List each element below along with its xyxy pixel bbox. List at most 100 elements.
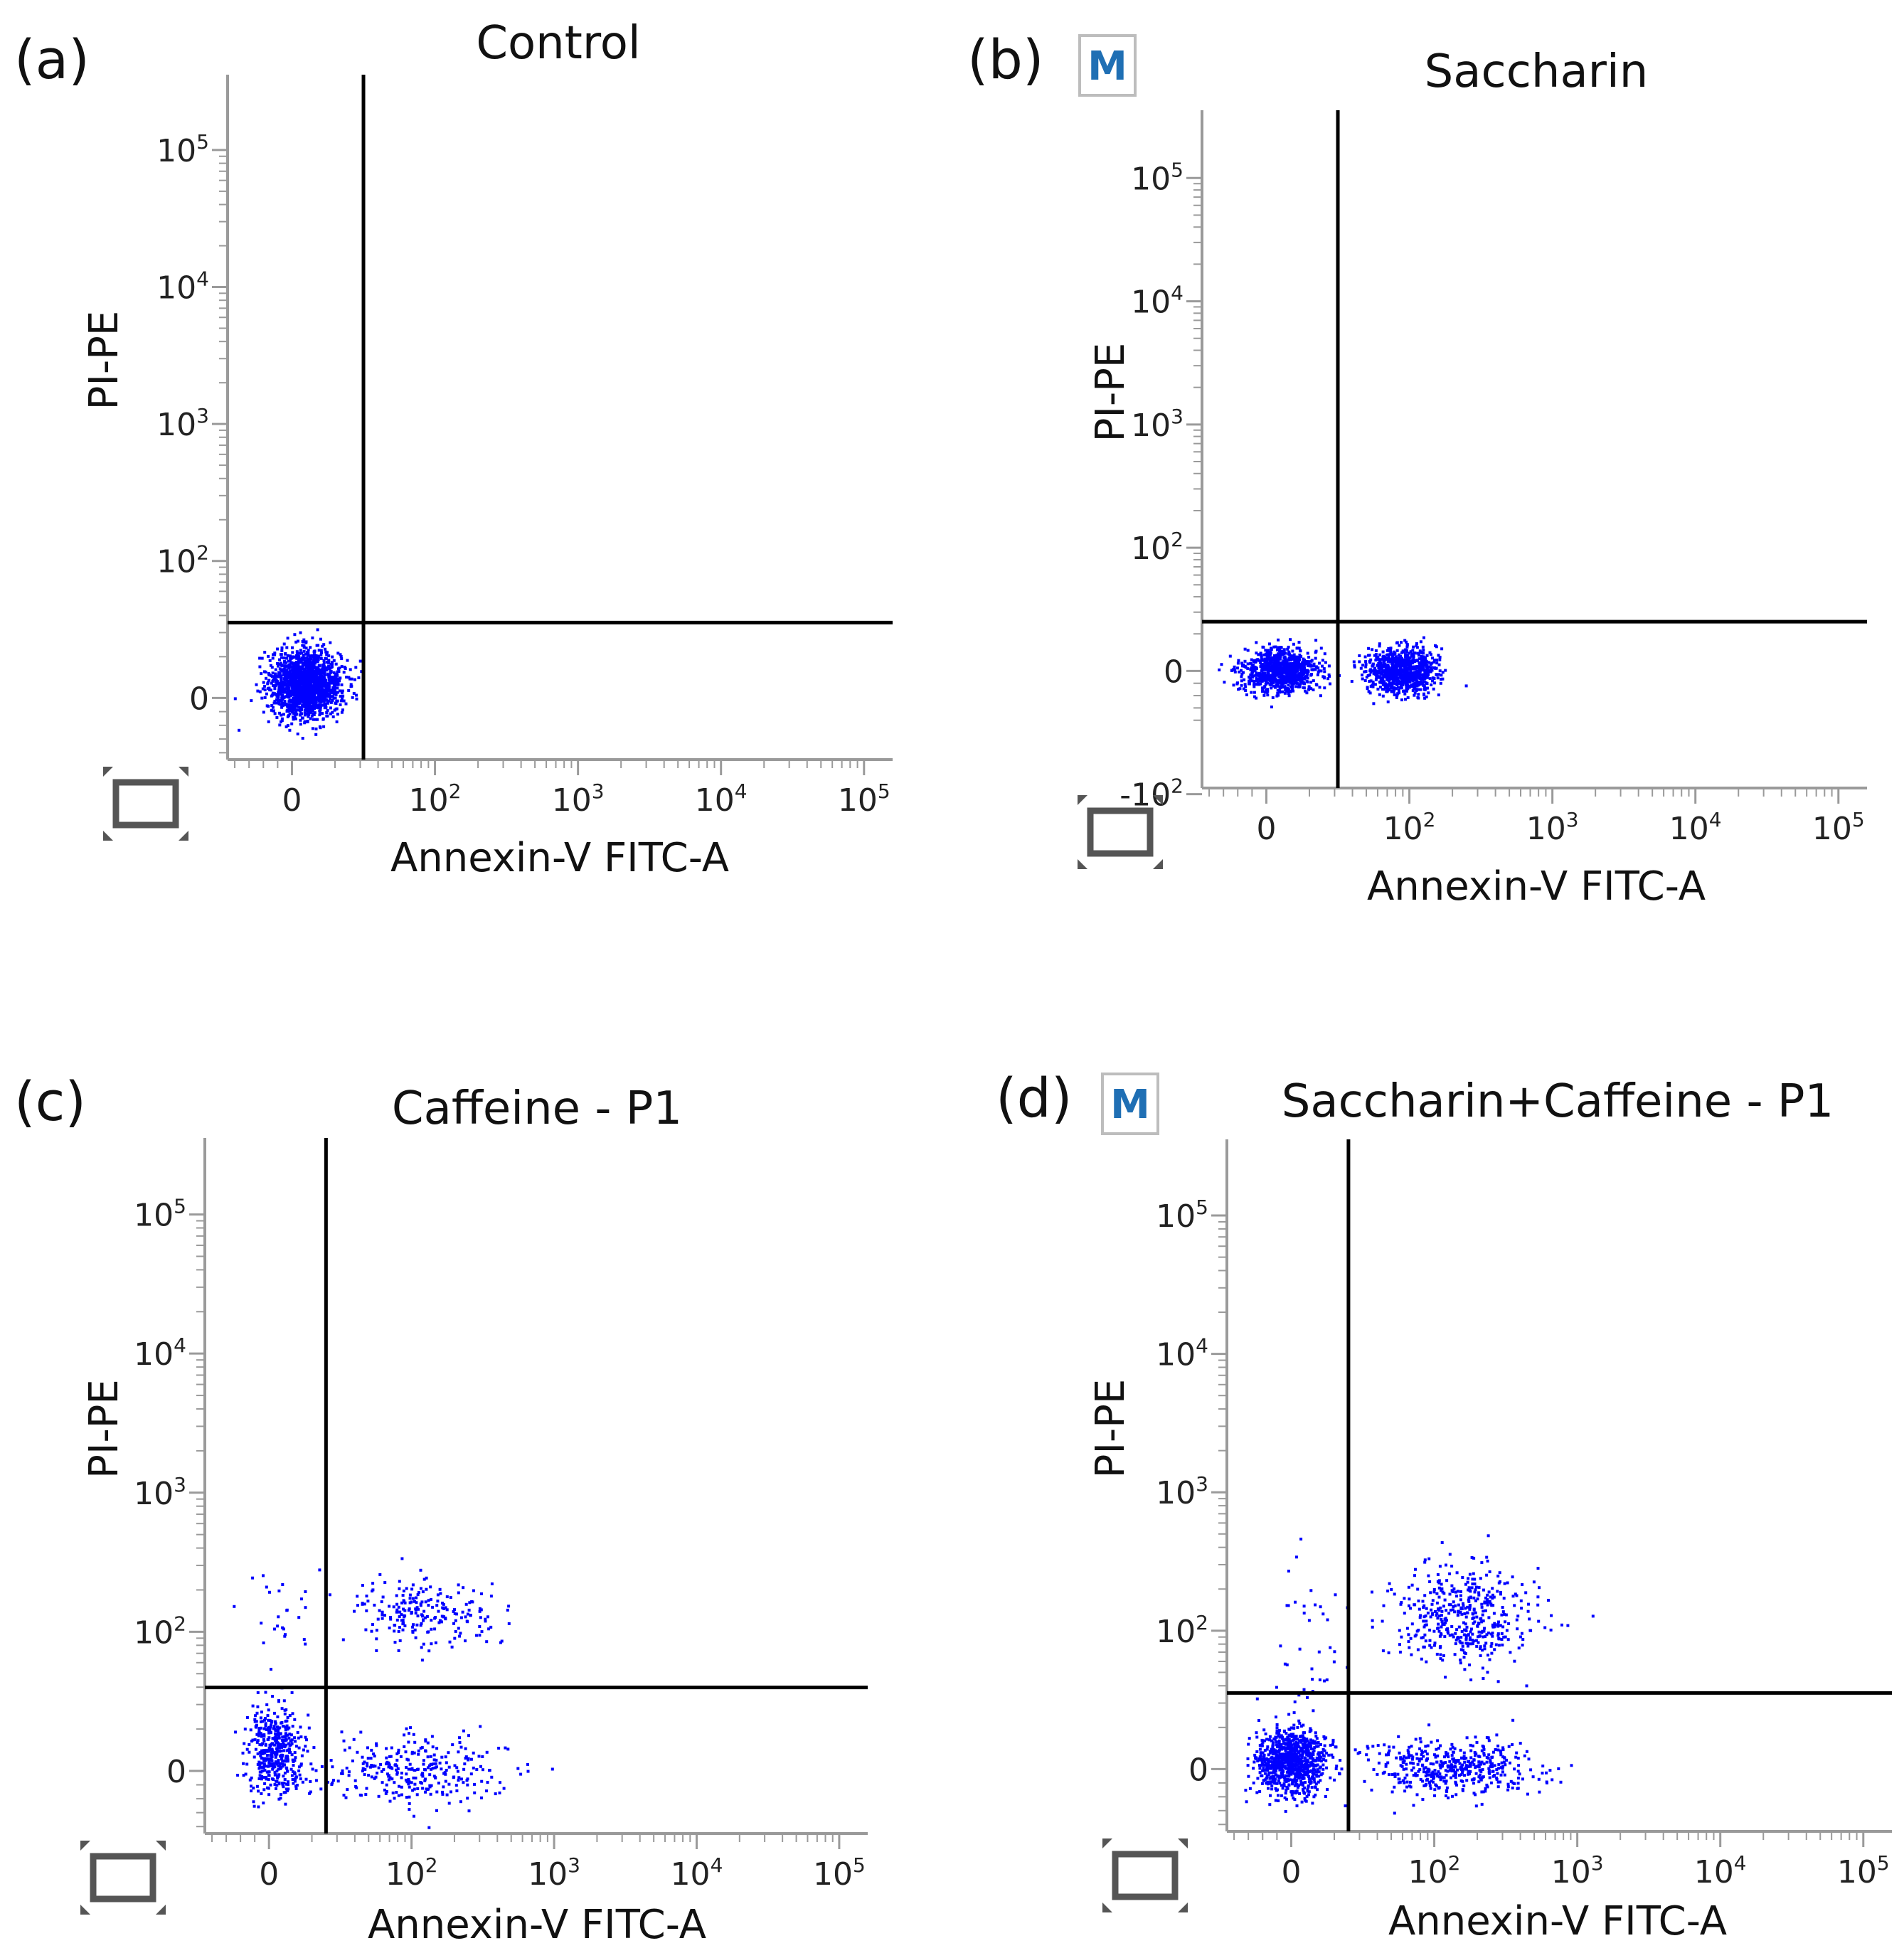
data-point — [1371, 680, 1375, 683]
data-point — [332, 691, 336, 694]
data-point — [381, 1610, 384, 1614]
data-point — [317, 697, 320, 701]
data-point — [1379, 679, 1383, 682]
data-point — [289, 691, 292, 694]
data-point — [277, 1746, 281, 1750]
data-point — [365, 1609, 368, 1612]
data-point — [295, 664, 299, 667]
data-point — [1258, 679, 1262, 683]
data-point — [283, 659, 287, 663]
data-point — [290, 1753, 294, 1757]
data-point — [279, 1797, 282, 1800]
data-point — [1388, 658, 1392, 661]
data-point — [1273, 660, 1277, 664]
data-point — [302, 671, 305, 675]
data-point — [398, 1587, 401, 1590]
scatter-points — [1218, 636, 1468, 708]
data-point — [1423, 696, 1427, 700]
data-point — [411, 1789, 415, 1792]
data-point — [296, 676, 299, 679]
data-point — [304, 674, 308, 678]
data-point — [322, 643, 326, 646]
y-tick-label: 103 — [134, 1473, 186, 1512]
data-point — [1408, 680, 1412, 683]
data-point — [490, 1582, 494, 1585]
data-point — [389, 1765, 393, 1769]
data-point — [424, 1616, 427, 1619]
data-point — [269, 664, 272, 667]
data-point — [328, 674, 331, 677]
data-point — [1304, 670, 1308, 674]
data-point — [1267, 642, 1271, 646]
data-point — [465, 1779, 469, 1782]
data-point — [441, 1792, 445, 1796]
data-point — [494, 1792, 497, 1796]
data-point — [400, 1613, 403, 1616]
data-point — [260, 1775, 264, 1778]
data-point — [400, 1785, 403, 1789]
data-point — [314, 727, 318, 730]
data-point — [1291, 666, 1294, 670]
data-point — [294, 703, 298, 707]
data-point — [381, 1617, 384, 1620]
data-point — [1297, 665, 1300, 669]
data-point — [287, 1787, 290, 1791]
data-point — [405, 1780, 409, 1784]
data-point — [1425, 661, 1429, 664]
data-point — [469, 1772, 473, 1776]
data-point — [1418, 666, 1421, 670]
data-point — [283, 1712, 287, 1715]
data-point — [277, 1734, 281, 1738]
data-point — [1314, 665, 1318, 669]
data-point — [266, 1714, 270, 1718]
data-point — [255, 1711, 259, 1715]
data-point — [1395, 696, 1398, 699]
data-point — [338, 679, 341, 683]
data-point — [1263, 691, 1267, 694]
data-point — [1270, 661, 1273, 664]
data-point — [293, 669, 297, 671]
data-point — [299, 718, 302, 722]
data-point — [303, 659, 307, 663]
data-point — [1437, 663, 1441, 666]
data-point — [1377, 661, 1381, 665]
data-point — [346, 659, 349, 662]
data-point — [400, 1772, 403, 1775]
data-point — [270, 1757, 273, 1760]
data-point — [289, 657, 292, 660]
data-point — [313, 685, 317, 688]
data-point — [280, 701, 284, 705]
data-point — [1380, 666, 1383, 670]
selection-corner — [156, 1841, 166, 1851]
data-point — [242, 1774, 245, 1777]
data-point — [276, 1624, 280, 1628]
data-point — [1379, 661, 1383, 665]
data-point — [310, 686, 314, 689]
data-point — [1410, 654, 1413, 658]
data-point — [301, 703, 304, 707]
data-point — [1323, 670, 1326, 674]
data-point — [265, 1728, 268, 1731]
data-point — [1393, 693, 1396, 696]
data-point — [1376, 687, 1380, 691]
data-point — [340, 1772, 344, 1775]
selection-corner — [80, 1905, 90, 1915]
data-point — [370, 1629, 373, 1633]
data-point — [447, 1751, 450, 1755]
panel-title: Saccharin+Caffeine - P1 — [1282, 1075, 1834, 1128]
data-point — [1268, 683, 1272, 686]
data-point — [267, 1760, 271, 1763]
data-point — [1386, 659, 1390, 663]
data-point — [1379, 671, 1382, 675]
data-point — [271, 671, 275, 675]
data-point — [276, 693, 280, 696]
data-point — [1249, 661, 1253, 665]
data-point — [1391, 670, 1395, 673]
data-point — [1307, 664, 1311, 668]
data-point — [1410, 684, 1414, 688]
data-point — [263, 1769, 267, 1772]
data-point — [308, 692, 312, 696]
data-point — [436, 1593, 440, 1597]
data-point — [464, 1602, 468, 1606]
data-point — [354, 1784, 358, 1788]
